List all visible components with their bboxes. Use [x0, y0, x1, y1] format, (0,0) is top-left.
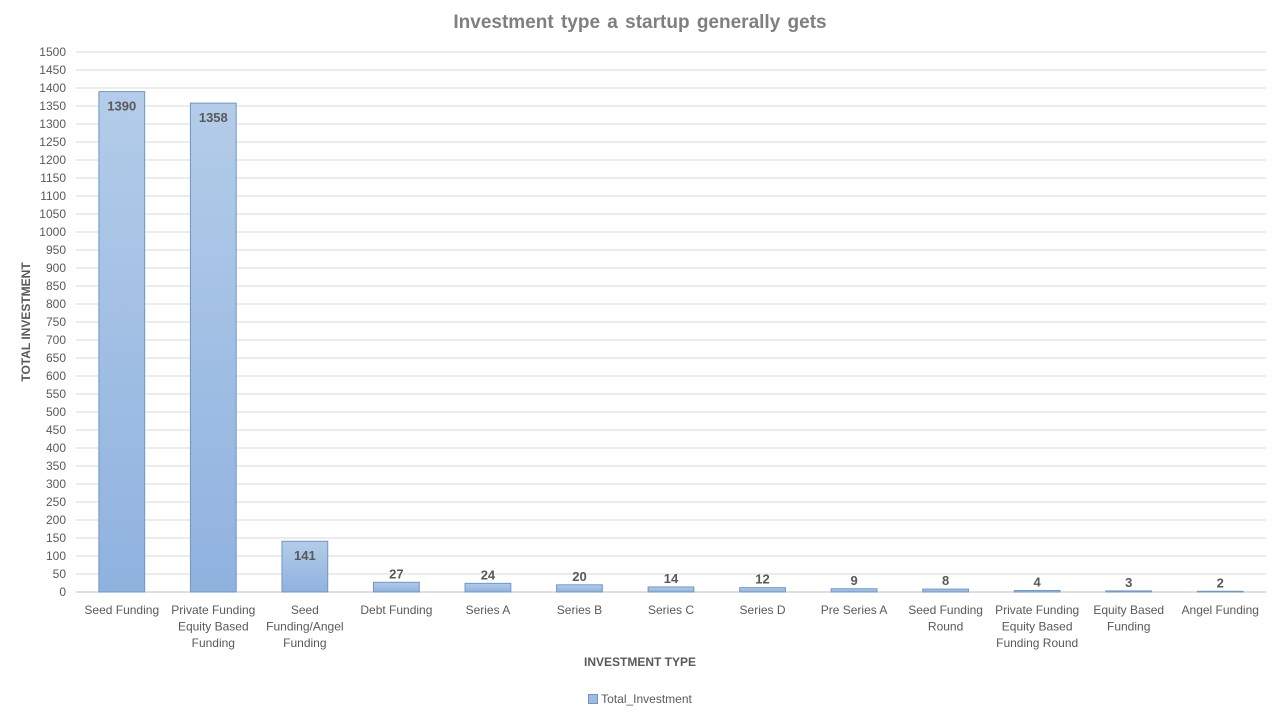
- y-tick-label: 500: [46, 405, 66, 419]
- x-tick-label: Private Funding Equity Based Funding Round: [995, 603, 1079, 650]
- y-tick-label: 900: [46, 261, 66, 275]
- bar[interactable]: [189, 102, 237, 593]
- data-label: 1390: [107, 99, 136, 114]
- y-tick-label: 1000: [39, 225, 66, 239]
- data-label: 1358: [199, 110, 228, 125]
- y-tick-label: 1200: [39, 153, 66, 167]
- y-tick-label: 100: [46, 549, 66, 563]
- bar[interactable]: [556, 584, 603, 593]
- bar[interactable]: [647, 586, 695, 593]
- x-tick-label: Series C: [648, 603, 694, 617]
- y-tick-label: 1450: [39, 63, 66, 77]
- bar[interactable]: [1013, 590, 1061, 593]
- bar[interactable]: [98, 91, 146, 593]
- y-tick-label: 1500: [39, 45, 66, 59]
- y-tick-label: 800: [46, 297, 66, 311]
- x-tick-label: Angel Funding: [1182, 603, 1259, 617]
- data-label: 141: [294, 548, 316, 563]
- x-tick-label: Debt Funding: [360, 603, 432, 617]
- bar[interactable]: [922, 588, 970, 593]
- data-label: 24: [481, 567, 496, 582]
- x-tick-label: Series D: [740, 603, 786, 617]
- y-tick-label: 1150: [40, 171, 66, 185]
- bar[interactable]: [373, 581, 420, 593]
- legend[interactable]: Total_Investment: [0, 692, 1280, 706]
- y-tick-label: 1300: [39, 117, 66, 131]
- y-tick-label: 600: [46, 369, 66, 383]
- y-tick-label: 750: [46, 315, 66, 329]
- y-tick-label: 400: [46, 441, 66, 455]
- legend-swatch: [588, 694, 599, 704]
- data-label: 3: [1125, 575, 1132, 590]
- y-tick-label: 250: [46, 495, 66, 509]
- data-label: 4: [1034, 575, 1042, 590]
- chart-title: Investment type a startup generally gets: [453, 12, 827, 33]
- bar[interactable]: [1105, 590, 1153, 593]
- y-tick-label: 550: [46, 387, 66, 401]
- bar[interactable]: [464, 582, 512, 593]
- x-tick-label: Private Funding Equity Based Funding: [171, 603, 255, 650]
- y-tick-label: 1350: [39, 99, 66, 113]
- y-tick-label: 950: [46, 243, 66, 257]
- y-tick-label: 1050: [39, 207, 66, 221]
- data-label: 2: [1217, 575, 1224, 590]
- x-tick-label: Pre Series A: [821, 603, 888, 617]
- x-tick-label: Seed Funding/Angel Funding: [266, 603, 343, 650]
- y-tick-label: 50: [53, 567, 67, 581]
- y-tick-label: 700: [46, 333, 66, 347]
- legend-label: Total_Investment: [601, 692, 692, 706]
- bar[interactable]: [830, 588, 878, 593]
- y-tick-label: 300: [46, 477, 66, 491]
- y-tick-label: 650: [46, 351, 66, 365]
- x-tick-label: Equity Based Funding: [1093, 603, 1164, 634]
- data-label: 8: [942, 573, 949, 588]
- x-tick-label: Series A: [466, 603, 511, 617]
- x-tick-label: Series B: [557, 603, 602, 617]
- y-tick-label: 1250: [39, 135, 66, 149]
- bar[interactable]: [1196, 590, 1244, 593]
- y-tick-label: 0: [59, 585, 66, 599]
- y-tick-label: 200: [46, 513, 66, 527]
- y-tick-label: 1400: [39, 81, 66, 95]
- y-tick-label: 450: [46, 423, 66, 437]
- y-tick-label: 850: [46, 279, 66, 293]
- data-label: 20: [572, 569, 586, 584]
- data-label: 12: [755, 572, 769, 587]
- bar[interactable]: [281, 540, 329, 593]
- x-axis-label: INVESTMENT TYPE: [583, 655, 696, 669]
- x-tick-label: Seed Funding Round: [908, 603, 983, 634]
- y-tick-label: 150: [46, 531, 66, 545]
- y-tick-label: 1100: [40, 189, 66, 203]
- y-tick-label: 350: [46, 459, 66, 473]
- data-label: 9: [850, 573, 857, 588]
- x-tick-label: Seed Funding: [84, 603, 159, 617]
- data-label: 27: [389, 566, 403, 581]
- data-label: 14: [664, 571, 679, 586]
- bar[interactable]: [739, 587, 786, 593]
